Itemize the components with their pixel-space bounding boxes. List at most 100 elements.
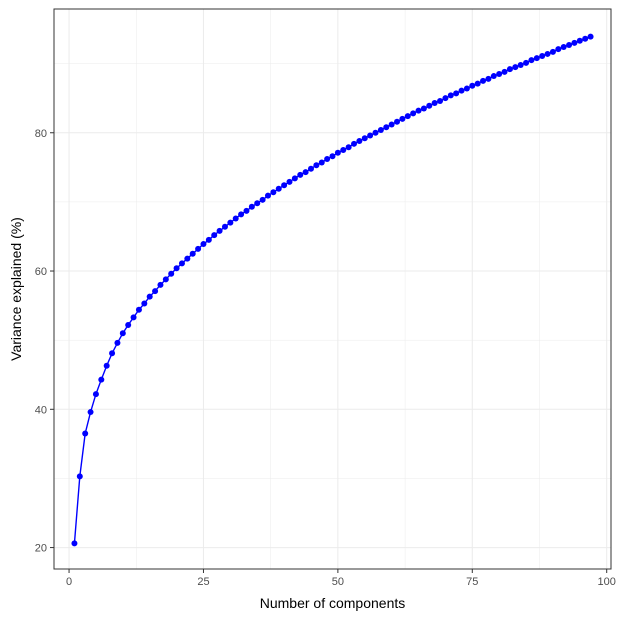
data-point-26	[205, 236, 212, 243]
data-point-59	[383, 124, 390, 131]
data-point-69	[437, 97, 444, 104]
data-point-10	[119, 330, 126, 337]
data-point-81	[501, 68, 508, 75]
data-point-52	[345, 144, 352, 151]
data-point-80	[496, 70, 503, 77]
data-point-39	[275, 185, 282, 192]
data-point-79	[490, 73, 497, 80]
x-axis: 0 25 50 75 100	[66, 569, 616, 588]
data-point-76	[474, 80, 481, 87]
data-point-58	[377, 126, 384, 133]
data-point-45	[307, 165, 314, 172]
data-point-94	[571, 39, 578, 46]
data-point-73	[458, 87, 465, 94]
data-point-74	[463, 85, 470, 92]
data-point-11	[125, 321, 132, 328]
data-point-61	[394, 118, 401, 125]
data-point-6	[98, 376, 105, 383]
data-point-85	[523, 59, 530, 66]
data-point-95	[576, 37, 583, 44]
data-point-41	[286, 178, 293, 185]
data-point-36	[259, 196, 266, 203]
data-point-27	[211, 232, 218, 239]
y-axis: 20 40 60 80	[35, 128, 54, 555]
data-point-75	[469, 82, 476, 89]
data-point-89	[544, 50, 551, 57]
data-point-88	[539, 53, 546, 60]
plot-panel	[54, 9, 611, 569]
data-point-92	[560, 44, 567, 51]
x-tick-label-2: 50	[332, 576, 344, 588]
data-point-67	[426, 102, 433, 109]
data-point-93	[566, 41, 573, 48]
data-point-4	[87, 409, 94, 416]
data-point-47	[318, 159, 325, 166]
data-point-43	[297, 171, 304, 178]
data-point-33	[243, 207, 250, 214]
x-tick-label-1: 25	[197, 576, 209, 588]
data-point-17	[157, 281, 164, 288]
data-point-40	[281, 182, 288, 189]
data-point-23	[189, 250, 196, 257]
y-tick-label-0: 20	[35, 543, 47, 555]
data-point-5	[92, 391, 99, 398]
data-point-56	[367, 132, 374, 139]
grid-minor	[54, 9, 611, 569]
data-point-86	[528, 57, 535, 64]
data-point-63	[404, 113, 411, 120]
data-point-22	[184, 255, 191, 262]
data-point-25	[200, 241, 207, 248]
data-point-44	[302, 169, 309, 176]
data-point-57	[372, 129, 379, 136]
data-point-34	[248, 203, 255, 210]
data-point-97	[587, 33, 594, 40]
data-point-62	[399, 115, 406, 122]
data-point-19	[168, 270, 175, 277]
data-point-14	[141, 300, 148, 307]
data-point-70	[442, 95, 449, 102]
grid-major	[54, 9, 611, 569]
data-point-38	[270, 189, 277, 196]
plot-border	[53, 8, 612, 570]
data-point-91	[555, 46, 562, 53]
data-point-78	[485, 75, 492, 82]
data-point-29	[221, 223, 228, 230]
data-point-42	[291, 175, 298, 182]
data-point-9	[114, 339, 121, 346]
data-point-31	[232, 215, 239, 222]
data-point-84	[517, 62, 524, 68]
data-point-18	[162, 276, 169, 283]
data-point-15	[146, 293, 153, 300]
data-point-71	[447, 92, 454, 99]
data-point-35	[254, 200, 261, 207]
data-point-64	[410, 110, 417, 117]
data-point-87	[533, 55, 540, 62]
data-point-96	[582, 35, 589, 42]
data-point-21	[178, 260, 185, 267]
data-point-2	[76, 473, 83, 480]
x-tick-label-0: 0	[66, 576, 72, 588]
data-point-13	[135, 306, 142, 313]
data-point-3	[82, 430, 89, 437]
data-point-20	[173, 265, 180, 272]
data-point-30	[227, 219, 234, 226]
y-tick-label-3: 80	[35, 128, 47, 140]
data-point-46	[313, 162, 320, 169]
x-tick-label-4: 100	[598, 576, 616, 588]
y-axis-title: Variance explained (%)	[8, 217, 24, 361]
data-point-8	[109, 350, 116, 357]
data-point-54	[356, 138, 363, 145]
data-point-7	[103, 362, 110, 369]
data-point-1	[71, 540, 78, 547]
series-layer	[71, 33, 594, 547]
data-point-65	[415, 107, 422, 114]
data-point-68	[431, 100, 438, 107]
data-point-77	[480, 77, 487, 84]
data-point-24	[195, 245, 202, 252]
data-point-53	[351, 140, 358, 147]
data-point-90	[549, 48, 556, 55]
data-point-48	[324, 156, 331, 163]
data-point-82	[506, 66, 513, 73]
data-point-55	[361, 135, 368, 142]
